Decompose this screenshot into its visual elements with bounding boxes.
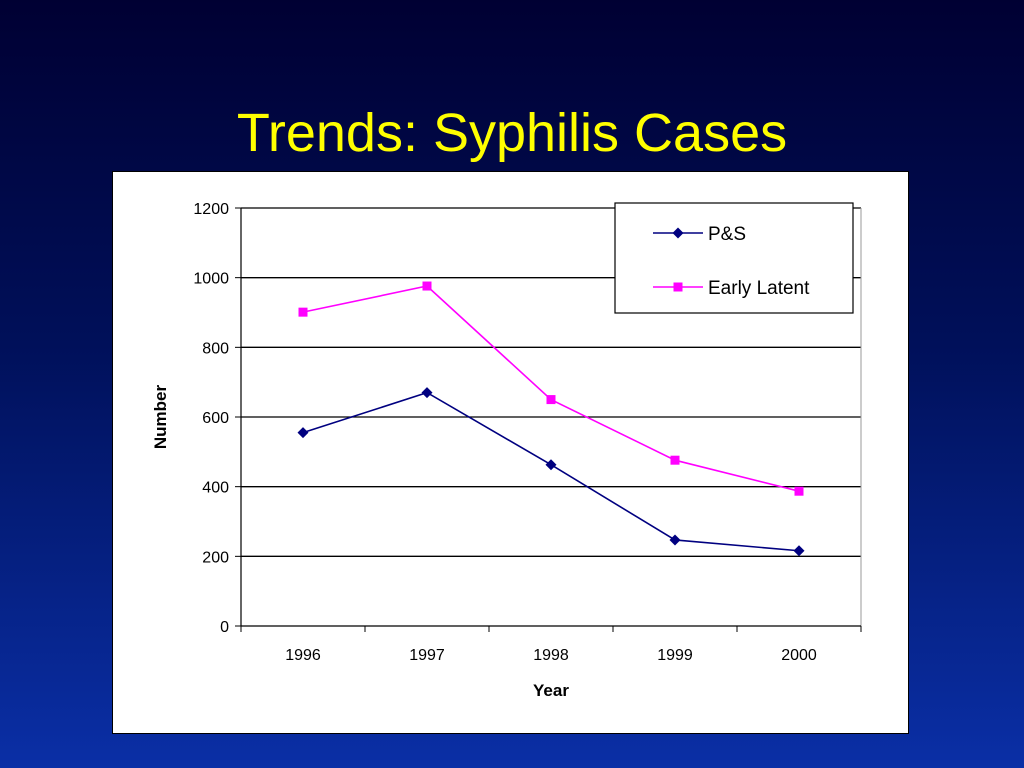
legend-label: Early Latent — [708, 278, 810, 299]
x-tick-label: 1998 — [533, 647, 569, 664]
x-tick-label: 1999 — [657, 647, 693, 664]
y-tick-label: 0 — [220, 619, 229, 636]
y-tick-label: 600 — [202, 410, 229, 427]
data-point — [297, 427, 309, 439]
data-point — [670, 455, 680, 465]
data-point — [793, 545, 805, 557]
axes: 0 200 400 600 800 1000 1200 1996 1997 1998 1999 200… — [193, 201, 862, 664]
legend-label: P&S — [708, 224, 746, 245]
data-point — [545, 459, 557, 471]
gridlines — [241, 207, 862, 626]
legend-marker — [672, 227, 684, 239]
x-tick-label: 1996 — [285, 647, 321, 664]
data-point — [421, 387, 433, 399]
legend-item: P&S — [653, 224, 746, 245]
legend: P&S Early Latent — [614, 202, 854, 314]
legend-item: Early Latent — [653, 278, 810, 299]
x-tick-label: 2000 — [781, 647, 817, 664]
data-point — [422, 281, 432, 291]
series-p-s — [297, 387, 805, 557]
y-tick-label: 800 — [202, 340, 229, 357]
y-tick-label: 200 — [202, 549, 229, 566]
series-early-latent — [298, 281, 804, 496]
x-axis-title: Year — [533, 681, 569, 700]
y-axis-title: Number — [151, 385, 170, 450]
legend-marker — [673, 282, 683, 292]
series-line — [302, 391, 800, 552]
x-tick-label: 1997 — [409, 647, 445, 664]
y-tick-label: 1200 — [193, 201, 229, 218]
data-point — [298, 307, 308, 317]
series-group — [297, 281, 805, 557]
legend-box — [614, 202, 854, 314]
data-point — [669, 534, 681, 546]
data-point — [546, 395, 556, 405]
chart-panel: 0 200 400 600 800 1000 1200 1996 1997 1998 1999 200… — [112, 171, 909, 734]
slide-title: Trends: Syphilis Cases — [236, 103, 788, 163]
line-chart: 0 200 400 600 800 1000 1200 1996 1997 1998 1999 200… — [151, 201, 862, 700]
y-tick-label: 400 — [202, 480, 229, 497]
data-point — [794, 486, 804, 496]
y-tick-label: 1000 — [193, 271, 229, 288]
